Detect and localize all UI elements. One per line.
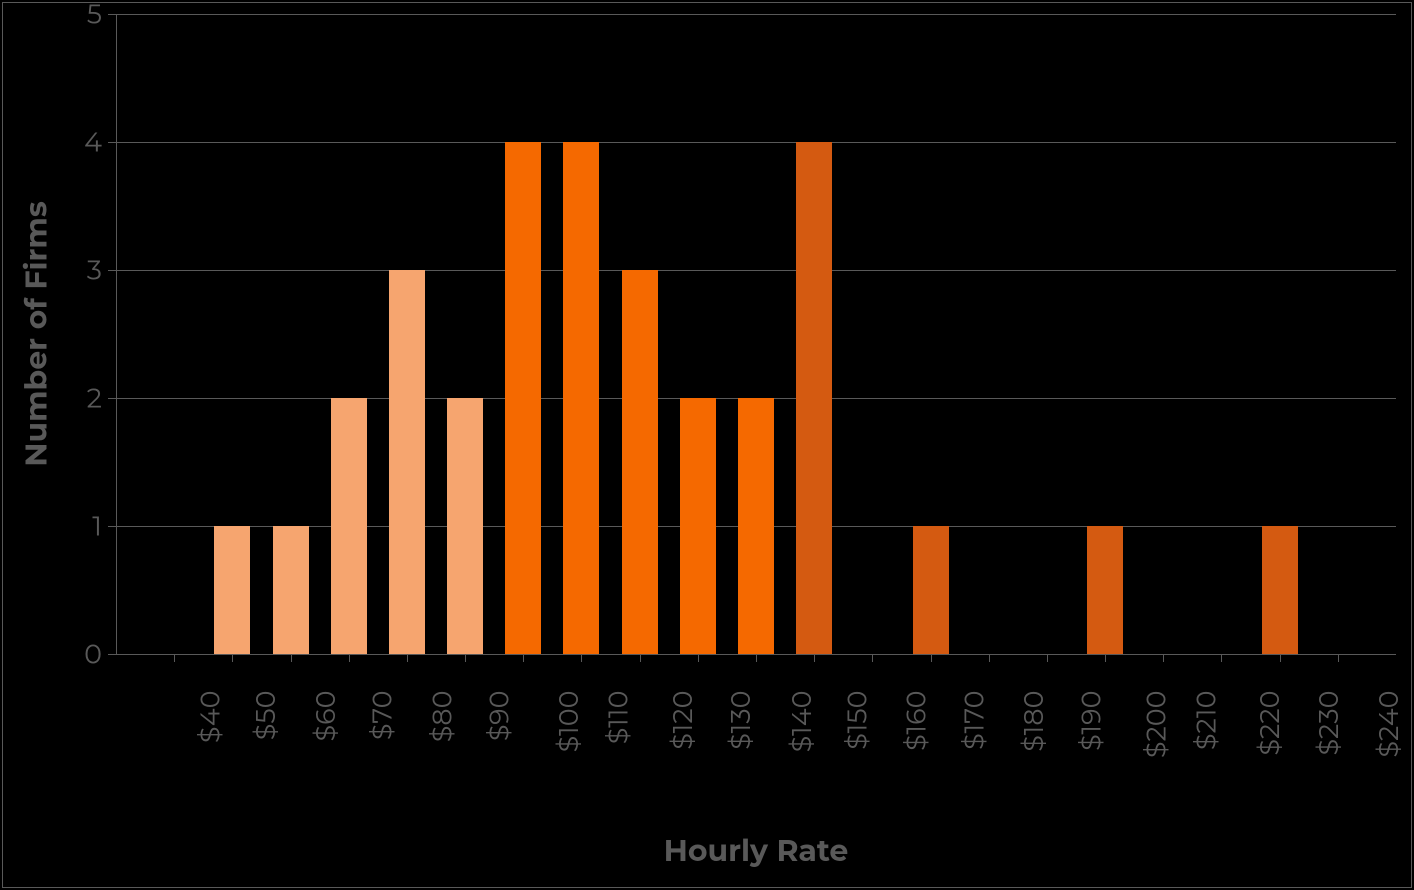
bar-170 (913, 526, 949, 654)
x-tick-mark (1280, 654, 1281, 662)
x-tick-label: $140 (785, 691, 818, 753)
x-tick-mark (291, 654, 292, 662)
x-tick-mark (1105, 654, 1106, 662)
bar-80 (389, 270, 425, 654)
y-axis-title: Number of Firms (18, 201, 55, 467)
x-tick-mark (349, 654, 350, 662)
gridline (116, 14, 1396, 15)
x-tick-mark (872, 654, 873, 662)
x-tick-mark (1221, 654, 1222, 662)
x-tick-label: $40 (194, 691, 227, 744)
y-tick-label: 5 (87, 0, 102, 31)
x-tick-label: $100 (552, 691, 585, 753)
x-tick-mark (523, 654, 524, 662)
y-tick-mark (108, 270, 116, 271)
x-tick-label: $220 (1254, 691, 1287, 756)
bar-70 (331, 398, 367, 654)
y-tick-mark (108, 142, 116, 143)
y-tick-label: 0 (84, 638, 102, 671)
y-tick-mark (108, 654, 116, 655)
y-tick-label: 1 (92, 510, 102, 543)
x-tick-mark (1163, 654, 1164, 662)
x-tick-label: $90 (483, 691, 516, 742)
x-tick-mark (581, 654, 582, 662)
y-tick-label: 4 (84, 126, 102, 159)
bar-60 (273, 526, 309, 654)
bar-150 (796, 142, 832, 654)
x-tick-label: $200 (1140, 691, 1173, 759)
x-tick-mark (814, 654, 815, 662)
y-tick-label: 2 (87, 382, 102, 415)
x-tick-mark (465, 654, 466, 662)
y-tick-mark (108, 14, 116, 15)
x-tick-mark (698, 654, 699, 662)
gridline (116, 142, 1396, 143)
x-tick-mark (931, 654, 932, 662)
bar-200 (1087, 526, 1123, 654)
x-tick-mark (640, 654, 641, 662)
bar-230 (1262, 526, 1298, 654)
x-tick-label: $70 (365, 691, 398, 741)
x-axis-title: Hourly Rate (664, 832, 849, 869)
x-tick-label: $180 (1017, 691, 1050, 752)
bar-110 (563, 142, 599, 654)
y-tick-mark (108, 398, 116, 399)
x-tick-mark (232, 654, 233, 662)
x-tick-mark (407, 654, 408, 662)
bar-50 (214, 526, 250, 654)
x-tick-label: $130 (724, 691, 757, 750)
x-tick-label: $110 (602, 691, 635, 745)
x-tick-label: $50 (249, 691, 282, 741)
x-tick-mark (1338, 654, 1339, 662)
y-tick-label: 3 (87, 254, 102, 287)
x-tick-mark (174, 654, 175, 662)
bar-120 (622, 270, 658, 654)
x-tick-label: $150 (840, 691, 873, 750)
x-tick-label: $170 (957, 691, 990, 750)
plot-area (116, 14, 1396, 654)
bar-140 (738, 398, 774, 654)
x-tick-mark (756, 654, 757, 662)
y-axis-line (116, 14, 117, 654)
x-tick-label: $160 (900, 691, 933, 751)
bar-130 (680, 398, 716, 654)
hourly-rate-chart: 0 1 2 3 4 5 $40 $50 $60 $70 $80 $90 $100 $110 $120 $130… (0, 0, 1414, 890)
gridline (116, 270, 1396, 271)
x-tick-label: $60 (308, 691, 341, 742)
x-tick-mark (1047, 654, 1048, 662)
x-tick-label: $230 (1312, 691, 1345, 756)
x-tick-label: $120 (666, 691, 699, 750)
x-tick-mark (989, 654, 990, 662)
bar-100 (505, 142, 541, 654)
x-tick-label: $190 (1074, 691, 1107, 751)
x-tick-label: $240 (1372, 691, 1405, 758)
x-tick-label: $210 (1190, 691, 1223, 751)
x-tick-label: $80 (426, 691, 459, 743)
bar-90 (447, 398, 483, 654)
y-tick-mark (108, 526, 116, 527)
